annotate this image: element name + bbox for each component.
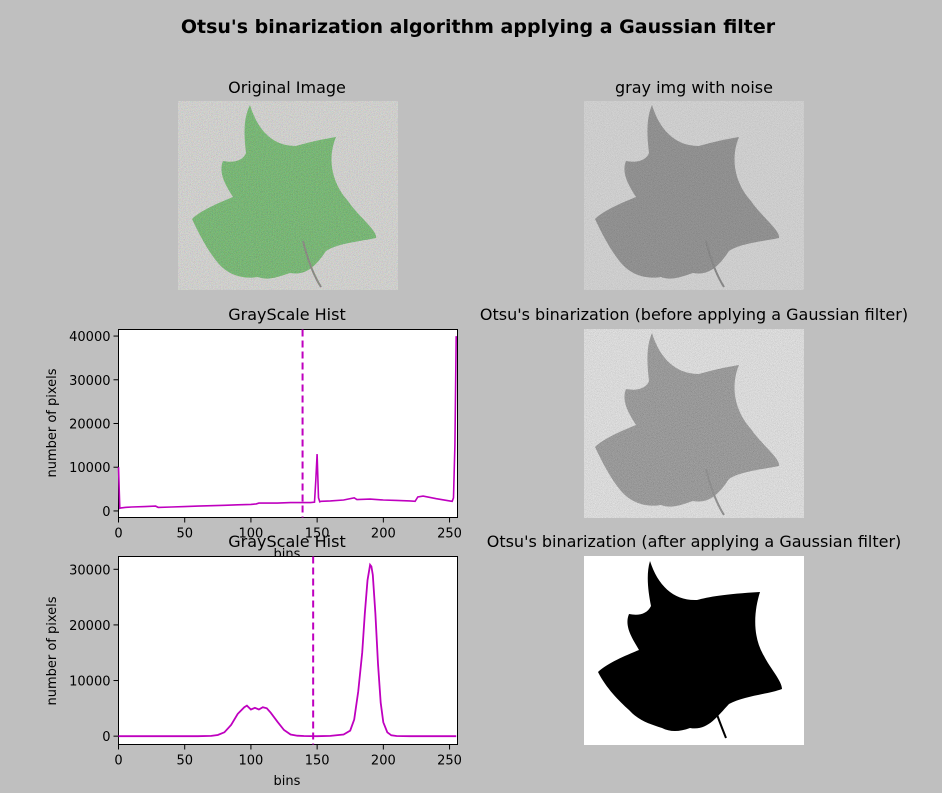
panel-original-image: Original Image xyxy=(178,78,398,290)
panel-title-otsu-after: Otsu's binarization (after applying a Ga… xyxy=(487,532,902,551)
hist2-ylabel: number of pixels xyxy=(45,596,60,705)
hist2-series-line xyxy=(118,562,457,738)
hist1-ytick-label: 30000 xyxy=(69,374,110,389)
hist1-xtick-label: 100 xyxy=(239,527,264,542)
hist1-ytick-label: 20000 xyxy=(69,418,110,433)
hist1-xtick-label: 200 xyxy=(371,527,396,542)
panel-title-gray-noise: gray img with noise xyxy=(615,78,773,97)
hist1-xtick-label: 50 xyxy=(176,527,193,542)
hist2-ytick-label: 30000 xyxy=(69,563,110,578)
hist2-ytick-label: 10000 xyxy=(69,675,110,690)
figure-title: Otsu's binarization algorithm applying a… xyxy=(181,16,776,38)
gray-image-noise xyxy=(584,101,804,290)
panel-title-otsu-before: Otsu's binarization (before applying a G… xyxy=(480,305,908,324)
hist2-title: GrayScale Hist xyxy=(228,532,345,551)
histogram-before: GrayScale Hist 0 50 100 150 200 250 0 10000 2000… xyxy=(45,305,462,562)
hist2-xtick-label: 200 xyxy=(371,754,396,769)
hist1-ylabel: number of pixels xyxy=(45,368,60,477)
hist1-xtick-label: 0 xyxy=(114,527,122,542)
hist2-xtick-label: 50 xyxy=(176,754,193,769)
panel-title-original: Original Image xyxy=(228,78,346,97)
panel-gray-noise: gray img with noise xyxy=(584,78,804,290)
hist2-xlabel: bins xyxy=(274,774,301,789)
otsu-before-noise xyxy=(584,329,804,518)
hist1-ytick-label: 0 xyxy=(102,505,110,520)
otsu-after-leaf-stem xyxy=(713,705,727,739)
hist2-xtick-label: 250 xyxy=(437,754,462,769)
panel-otsu-before: Otsu's binarization (before applying a G… xyxy=(480,305,908,518)
hist2-plot-area xyxy=(118,556,458,745)
hist1-ytick-label: 10000 xyxy=(69,461,110,476)
hist2-ytick-label: 0 xyxy=(102,730,110,745)
hist2-xtick-label: 150 xyxy=(305,754,330,769)
hist1-plot-area xyxy=(118,329,458,518)
hist1-series-line xyxy=(117,336,457,510)
original-image-noise xyxy=(178,101,398,290)
hist2-xtick-label: 0 xyxy=(114,754,122,769)
hist1-xtick-label: 250 xyxy=(437,527,462,542)
hist2-ytick-label: 20000 xyxy=(69,619,110,634)
panel-otsu-after: Otsu's binarization (after applying a Ga… xyxy=(487,532,902,745)
hist1-ytick-label: 40000 xyxy=(69,330,110,345)
otsu-after-leaf-shape xyxy=(598,561,782,731)
hist1-title: GrayScale Hist xyxy=(228,305,345,324)
histogram-after: GrayScale Hist 0 50 100 150 200 250 0 10000 2000… xyxy=(45,532,462,789)
hist2-xtick-label: 100 xyxy=(239,754,264,769)
hist1-xtick-label: 150 xyxy=(305,527,330,542)
